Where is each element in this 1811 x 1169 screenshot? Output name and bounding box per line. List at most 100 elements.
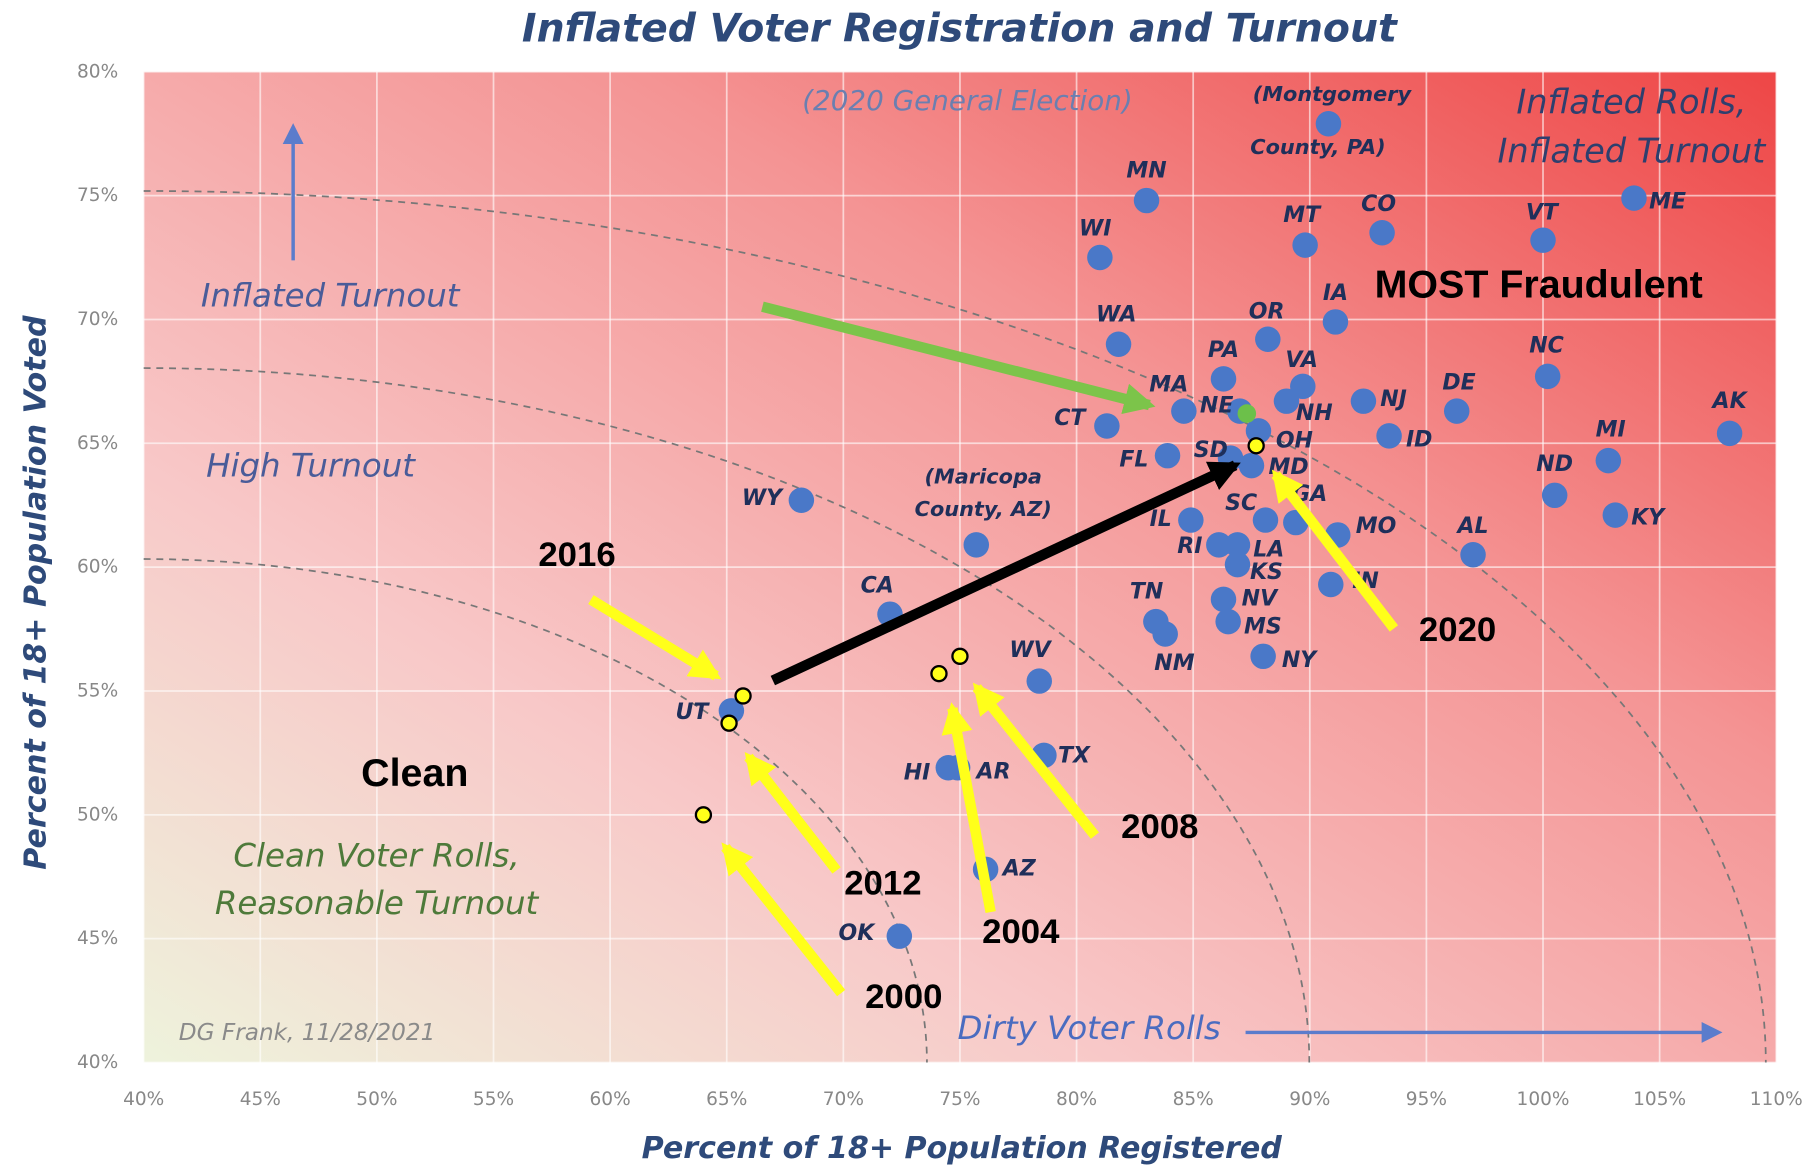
point	[1171, 398, 1197, 424]
point-label: CO	[1361, 192, 1396, 217]
x-tick-label: 45%	[240, 1089, 281, 1110]
point-label: SC	[1225, 491, 1257, 516]
point-label: KS	[1250, 560, 1283, 585]
credit: DG Frank, 11/28/2021	[179, 1020, 436, 1046]
point-label: (Maricopa	[925, 465, 1042, 489]
point	[1602, 502, 1629, 528]
point-label: VT	[1526, 201, 1560, 226]
region-label: Clean Voter Rolls,	[233, 837, 519, 875]
point	[1534, 363, 1561, 390]
point-label: IL	[1150, 507, 1172, 532]
x-tick-label: 110%	[1750, 1089, 1803, 1110]
grid	[142, 70, 1778, 1064]
point-label: ME	[1649, 190, 1686, 215]
point-label: County, PA)	[1250, 135, 1385, 159]
point	[788, 487, 815, 513]
y-tick-label: 75%	[77, 185, 118, 206]
point-label: MO	[1356, 514, 1397, 539]
point-label: MT	[1283, 203, 1322, 228]
point-label: UT	[676, 700, 711, 725]
y-tick-label: 65%	[77, 433, 118, 454]
x-tick-label: 75%	[939, 1089, 980, 1110]
point	[1290, 373, 1316, 400]
point	[1238, 452, 1265, 479]
x-tick-label: 60%	[590, 1089, 631, 1110]
point	[1369, 220, 1395, 246]
point-label: ND	[1536, 452, 1573, 477]
y-tick-label: 70%	[77, 309, 118, 330]
point-label: NH	[1296, 401, 1333, 426]
point-label: VA	[1285, 348, 1318, 373]
point	[1443, 398, 1470, 424]
x-tick-label: 70%	[823, 1089, 864, 1110]
y-axis-label: Percent of 18+ Population Voted	[19, 315, 54, 870]
year-point	[1247, 437, 1265, 455]
point	[1215, 608, 1241, 635]
point-label: NV	[1242, 586, 1279, 611]
x-tick-label: 90%	[1289, 1089, 1330, 1110]
year-point	[734, 687, 752, 705]
x-tick-label: 95%	[1406, 1089, 1447, 1110]
point-label: OH	[1276, 428, 1313, 453]
region-label: Inflated Rolls,	[1516, 83, 1746, 122]
point	[1087, 244, 1113, 271]
year-point	[951, 647, 969, 665]
x-tick-label: 105%	[1633, 1089, 1686, 1110]
year-point	[694, 806, 713, 824]
x-tick-label: 65%	[706, 1089, 747, 1110]
year-label: 2016	[538, 536, 615, 574]
direction-arrows	[282, 123, 1723, 1043]
x-tick-label: 85%	[1173, 1089, 1214, 1110]
subtitle: (2020 General Election)	[802, 84, 1133, 117]
point	[963, 532, 990, 558]
point-label: MA	[1149, 373, 1188, 398]
region-label: High Turnout	[206, 447, 416, 485]
annotation: MOST Fraudulent	[1375, 262, 1703, 306]
point-label: FL	[1119, 447, 1148, 472]
region-label: Dirty Voter Rolls	[958, 1009, 1221, 1047]
point	[1315, 111, 1342, 137]
point-label: MS	[1244, 614, 1282, 639]
point	[1255, 326, 1281, 352]
point-label: SD	[1194, 438, 1228, 463]
point	[1318, 571, 1344, 598]
point	[1206, 532, 1232, 558]
y-tick-label: 50%	[77, 804, 118, 825]
point	[1224, 532, 1251, 558]
y-tick-label: 60%	[77, 557, 118, 578]
point	[1154, 442, 1181, 469]
point	[1224, 551, 1251, 578]
point-label: NM	[1154, 651, 1194, 676]
point	[886, 923, 913, 949]
point-label: ID	[1406, 428, 1432, 453]
point-label: WV	[1009, 638, 1052, 663]
year-label: 2012	[844, 865, 921, 903]
point	[1252, 507, 1279, 533]
point	[1273, 388, 1300, 414]
x-tick-label: 50%	[356, 1089, 397, 1110]
annotation: Clean	[361, 751, 468, 795]
point	[1250, 643, 1276, 670]
point	[1322, 309, 1349, 335]
x-axis-label: Percent of 18+ Population Registered	[642, 1131, 1283, 1166]
region-label: Reasonable Turnout	[215, 884, 540, 922]
point-label: NY	[1282, 648, 1318, 673]
point-label: TN	[1130, 580, 1163, 605]
point-label: AK	[1711, 389, 1749, 414]
point	[1245, 418, 1272, 444]
point	[1094, 413, 1120, 439]
point-label: AR	[975, 759, 1011, 784]
year-label: 2004	[982, 913, 1060, 951]
point-label: OK	[839, 921, 877, 946]
region-label: Inflated Turnout	[1497, 131, 1767, 170]
point-label: RI	[1177, 534, 1202, 559]
highlight-point	[1237, 404, 1257, 423]
year-points: 2016 2012 2000 2004 2008 2020	[538, 437, 1496, 1016]
point-label: (Montgomery	[1253, 82, 1413, 106]
x-tick-label: 40%	[123, 1089, 164, 1110]
point-label: MI	[1596, 418, 1626, 443]
y-tick-label: 45%	[77, 928, 118, 949]
year-point	[930, 664, 948, 683]
point	[1026, 668, 1052, 694]
point-label: NE	[1200, 393, 1233, 418]
